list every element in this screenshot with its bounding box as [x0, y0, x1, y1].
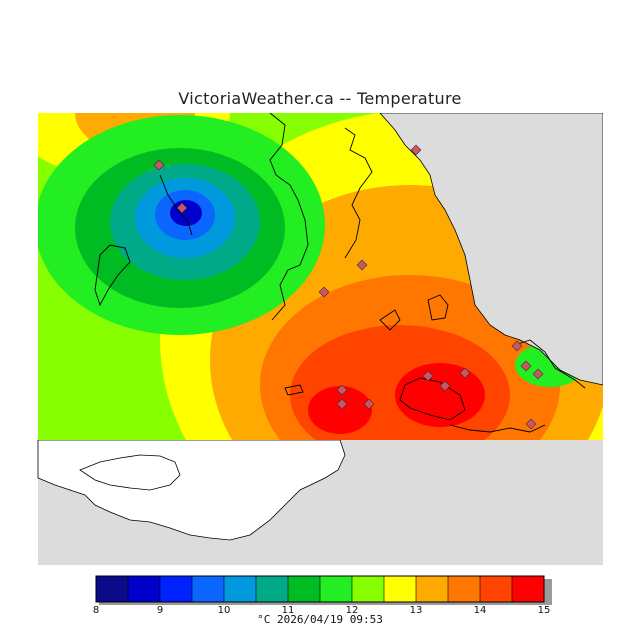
station-marker: [336, 398, 348, 410]
station-marker: [459, 367, 471, 379]
contour-9-5: [170, 200, 202, 226]
contour-15-west: [308, 386, 372, 434]
colorbar-swatches: [96, 576, 545, 602]
colorbar-swatch: [320, 576, 353, 602]
south-island-outline: [79, 454, 181, 491]
colorbar-swatch: [192, 576, 225, 602]
station-marker: [410, 144, 422, 156]
colorbar-tick-label: 8: [93, 605, 99, 616]
colorbar-tick-label: 13: [410, 605, 423, 616]
unit-and-timestamp: °C 2026/04/19 09:53: [257, 613, 383, 626]
station-marker: [532, 368, 544, 380]
station-marker: [439, 380, 451, 392]
station-marker: [153, 159, 165, 171]
station-marker: [511, 340, 523, 352]
station-marker: [318, 286, 330, 298]
station-marker: [356, 259, 368, 271]
north-land-grey: [379, 113, 603, 386]
colorbar-swatch: [256, 576, 289, 602]
colorbar-swatch: [160, 576, 193, 602]
colorbar-swatch: [128, 576, 161, 602]
colorbar-swatch: [288, 576, 321, 602]
colorbar-border: [95, 575, 545, 603]
colorbar-swatch: [384, 576, 417, 602]
colorbar-swatch: [480, 576, 513, 602]
station-markers: [153, 144, 544, 430]
station-marker: [525, 418, 537, 430]
colorbar-swatch: [416, 576, 449, 602]
colorbar-swatch: [448, 576, 481, 602]
colorbar-tick-label: 12: [346, 605, 359, 616]
coastlines: [94, 112, 586, 433]
station-marker: [520, 360, 532, 372]
colorbar-tick-label: 15: [538, 605, 551, 616]
colorbar-tick-label: 14: [474, 605, 487, 616]
colorbar-tick-label: 11: [282, 605, 295, 616]
colorbar-tick-label: 10: [218, 605, 231, 616]
map-title: VictoriaWeather.ca -- Temperature: [178, 89, 462, 108]
colorbar-swatch: [352, 576, 385, 602]
temperature-field: [38, 113, 603, 440]
colorbar-tick-labels: 8 9 10 11 12 13 14 15: [93, 605, 551, 616]
station-marker: [363, 398, 375, 410]
station-marker: [176, 202, 188, 214]
station-marker: [422, 370, 434, 382]
colorbar-swatch: [96, 576, 129, 602]
colorbar-swatch: [512, 576, 545, 602]
colorbar-tick-label: 9: [157, 605, 163, 616]
station-marker: [336, 384, 348, 396]
colorbar-swatch: [224, 576, 257, 602]
